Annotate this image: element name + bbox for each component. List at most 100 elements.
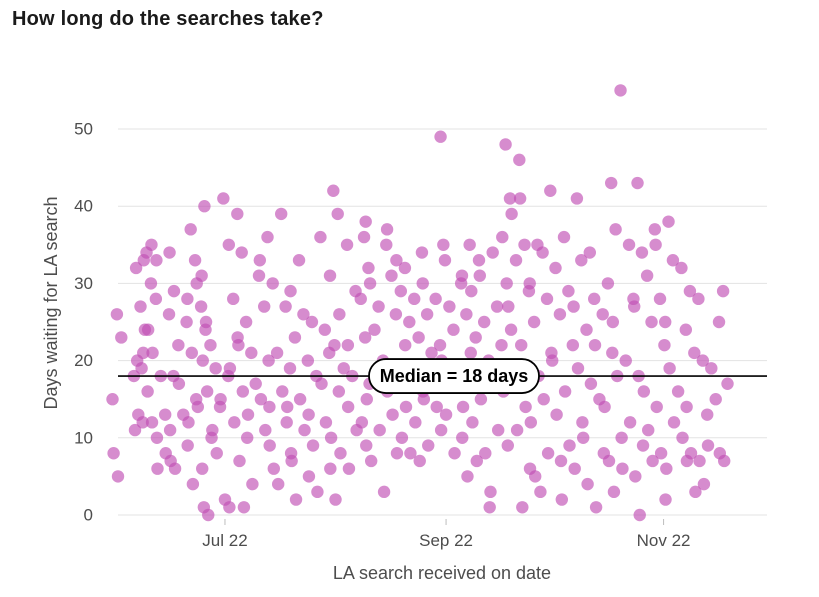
data-point	[654, 447, 668, 460]
data-point	[380, 223, 394, 236]
median-label-box	[368, 358, 540, 394]
data-point	[637, 385, 651, 398]
data-point	[553, 308, 567, 321]
data-point	[270, 346, 284, 360]
data-point	[519, 400, 532, 414]
data-point	[469, 331, 482, 344]
data-point	[263, 439, 276, 452]
data-point	[470, 454, 483, 468]
data-point	[465, 284, 478, 298]
data-point	[145, 238, 158, 251]
data-point	[716, 284, 730, 298]
data-point	[259, 423, 272, 437]
data-point	[362, 261, 375, 275]
data-point	[430, 400, 443, 414]
data-point	[214, 393, 227, 406]
data-point	[491, 423, 505, 437]
data-point	[515, 338, 528, 352]
data-point	[688, 346, 701, 360]
data-point	[571, 362, 585, 375]
data-point	[373, 423, 386, 437]
y-tick-label: 50	[74, 120, 93, 139]
data-point	[696, 354, 710, 367]
data-point	[628, 300, 641, 313]
data-point	[158, 408, 172, 421]
data-point	[609, 223, 622, 236]
data-point	[456, 400, 470, 414]
data-point	[701, 439, 715, 452]
data-point	[584, 377, 598, 390]
data-point	[199, 315, 213, 329]
data-point	[566, 338, 580, 352]
data-point	[145, 416, 159, 429]
data-point	[416, 277, 429, 290]
data-point	[633, 508, 646, 522]
data-point	[516, 501, 529, 514]
data-point	[537, 393, 550, 406]
data-point	[324, 462, 337, 475]
data-point	[443, 300, 456, 313]
data-point	[181, 439, 194, 452]
data-point	[663, 362, 676, 375]
data-point	[196, 354, 209, 367]
data-point	[484, 485, 497, 499]
data-point	[223, 501, 236, 514]
data-point	[659, 493, 672, 506]
data-point	[648, 223, 662, 236]
data-point	[527, 315, 541, 329]
data-point	[616, 462, 629, 475]
data-point	[272, 477, 285, 491]
data-point	[149, 292, 163, 306]
data-point	[671, 385, 685, 398]
data-point	[486, 246, 499, 259]
data-point	[288, 331, 302, 344]
data-point	[536, 246, 549, 259]
data-point	[236, 385, 250, 398]
data-point	[448, 447, 461, 460]
data-point	[185, 346, 198, 360]
x-axis-title: LA search received on date	[333, 563, 551, 583]
data-point	[631, 176, 644, 190]
x-tick-label: Jul 22	[202, 531, 247, 550]
data-point	[110, 308, 124, 321]
data-point	[701, 408, 714, 421]
data-point	[182, 416, 195, 429]
data-point	[289, 493, 303, 506]
data-point	[281, 400, 294, 414]
data-point	[496, 230, 509, 244]
y-tick-label: 0	[84, 506, 93, 525]
data-point	[554, 454, 568, 468]
data-point	[262, 354, 275, 367]
data-point	[697, 477, 711, 491]
data-point	[490, 300, 504, 313]
data-point	[284, 284, 297, 298]
data-point	[368, 323, 381, 336]
data-point	[228, 416, 241, 429]
data-point	[412, 331, 425, 344]
data-point	[398, 261, 412, 275]
y-axis-title: Days waiting for LA search	[41, 196, 61, 409]
data-point	[439, 408, 453, 421]
data-point	[629, 470, 642, 483]
data-point	[222, 238, 236, 251]
data-point	[649, 238, 662, 251]
data-point	[460, 308, 473, 321]
data-point	[285, 454, 298, 468]
data-point	[403, 315, 416, 329]
data-point	[709, 393, 722, 406]
data-point	[615, 431, 628, 444]
data-point	[232, 338, 245, 352]
data-point	[550, 408, 563, 421]
data-point	[636, 439, 650, 452]
data-point	[198, 200, 211, 213]
data-point	[342, 462, 356, 475]
x-tick-label: Nov 22	[637, 531, 691, 550]
data-point	[433, 338, 447, 352]
data-point	[360, 439, 373, 452]
data-point	[280, 416, 293, 429]
data-point	[186, 477, 200, 491]
data-point	[544, 184, 557, 197]
data-point	[589, 501, 603, 514]
data-point	[693, 454, 706, 468]
